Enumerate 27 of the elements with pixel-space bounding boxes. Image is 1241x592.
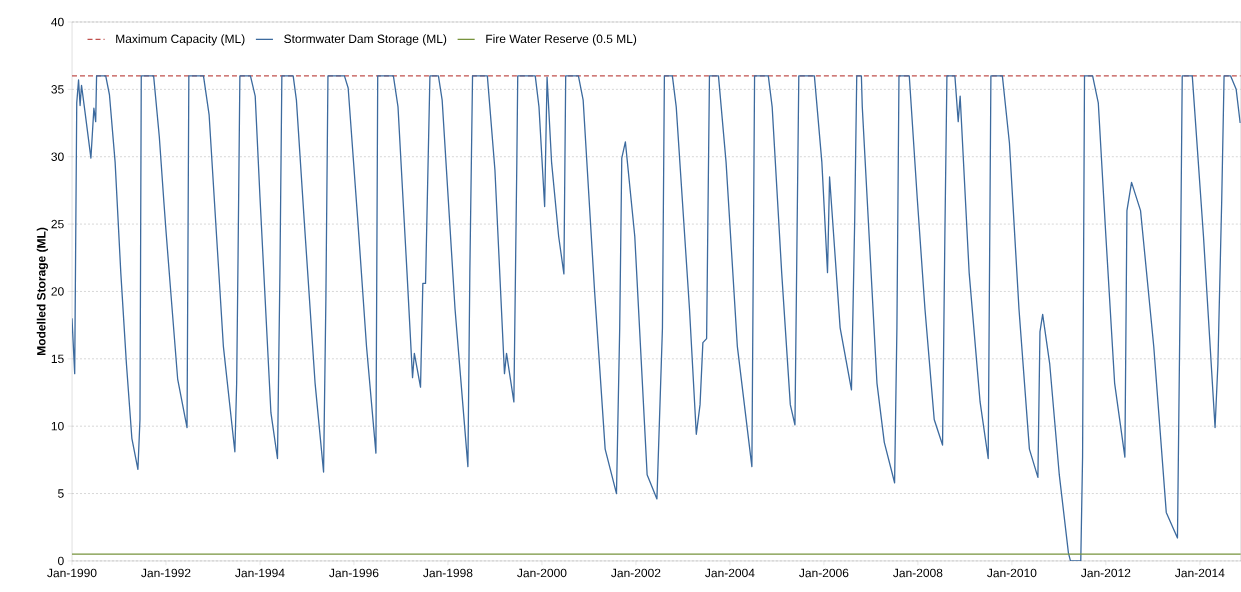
x-tick-label: Jan-2012 — [1081, 568, 1131, 578]
legend-label: Stormwater Dam Storage (ML) — [284, 34, 447, 46]
y-tick-label: 15 — [51, 354, 64, 364]
y-tick-label: 5 — [58, 489, 64, 498]
y-tick-label: 0 — [58, 556, 64, 566]
x-tick-label: Jan-1992 — [141, 568, 191, 578]
y-tick-label: 10 — [51, 421, 64, 431]
x-tick-label: Jan-2008 — [893, 568, 943, 578]
y-tick-label: 20 — [51, 287, 64, 296]
x-tick-label: Jan-2004 — [705, 568, 755, 578]
line-series — [71, 75, 1241, 561]
y-axis-title: Modelled Storage (ML) — [36, 227, 48, 356]
x-tick-label: Jan-1990 — [47, 568, 97, 578]
x-tick-label: Jan-1994 — [235, 568, 285, 578]
x-tick-label: Jan-2010 — [987, 568, 1037, 578]
legend-label: Maximum Capacity (ML) — [116, 34, 245, 46]
y-tick-label: 40 — [51, 17, 64, 27]
y-tick-label: 25 — [51, 219, 64, 229]
x-tick-label: Jan-2000 — [517, 568, 567, 578]
y-tick-label: 35 — [51, 85, 64, 94]
x-tick-label: Jan-2006 — [799, 568, 849, 578]
x-tick-label: Jan-2014 — [1175, 568, 1225, 578]
y-tick-label: 30 — [51, 152, 64, 162]
x-tick-label: Jan-1998 — [423, 568, 473, 578]
x-tick-label: Jan-1996 — [329, 568, 379, 578]
legend-label: Fire Water Reserve (0.5 ML) — [486, 34, 637, 46]
x-tick-label: Jan-2002 — [611, 568, 661, 578]
